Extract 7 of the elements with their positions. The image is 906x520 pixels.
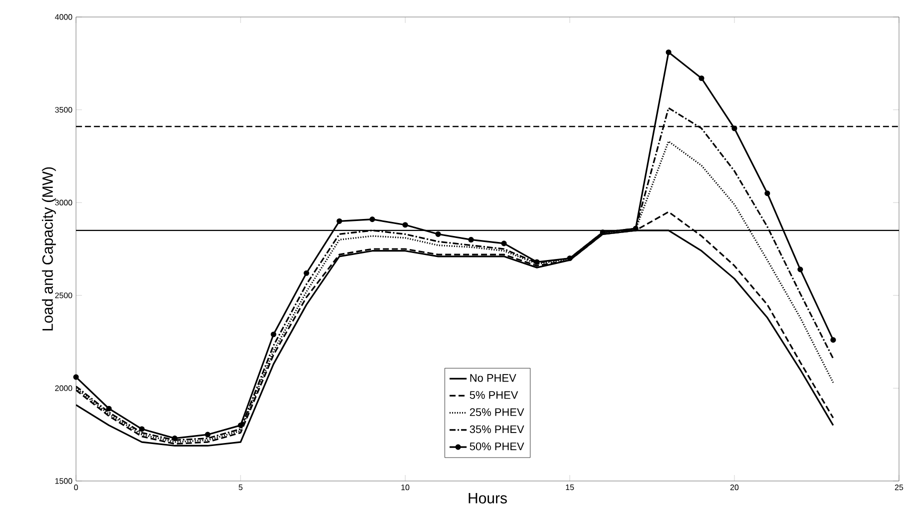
y-axis-title: Load and Capacity (MW) [42,167,56,330]
legend-label: 50% PHEV [470,442,524,450]
legend-label: 25% PHEV [470,408,524,416]
legend-label: 5% PHEV [470,391,518,399]
x-axis-title: Hours [468,493,507,504]
legend-label: 35% PHEV [470,425,524,434]
legend-label: No PHEV [470,374,516,382]
